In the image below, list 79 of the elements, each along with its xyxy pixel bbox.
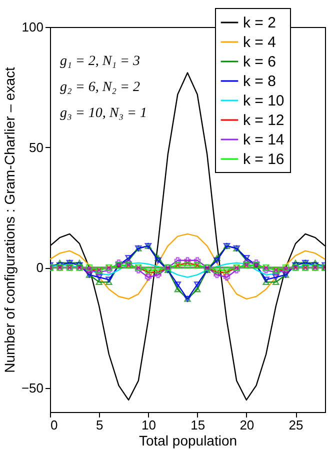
point (96, 279, 102, 286)
line-series (50, 233, 325, 300)
point (125, 255, 132, 261)
x-tick-label: 10 (141, 418, 156, 432)
y-tick-label: 50 (29, 140, 44, 155)
annotation: g₁ = 2, N₁ = 3 (60, 54, 140, 69)
x-tick-label: 0 (50, 418, 58, 432)
point (144, 274, 152, 281)
legend-label: k = 12 (243, 112, 284, 129)
point (214, 257, 220, 264)
x-tick-label: 25 (288, 418, 304, 432)
point (154, 269, 162, 276)
point (292, 262, 299, 268)
x-tick-label: 20 (240, 418, 254, 432)
point (214, 269, 220, 276)
legend-label: k = 2 (243, 14, 276, 32)
point (106, 276, 112, 283)
point (223, 269, 230, 276)
point (184, 262, 191, 269)
point (243, 259, 250, 266)
point (194, 281, 201, 288)
point (154, 255, 162, 261)
point (86, 264, 93, 271)
point (262, 276, 270, 283)
point (76, 262, 83, 268)
point (174, 257, 182, 264)
legend-label: k = 10 (243, 92, 284, 110)
point (214, 266, 220, 274)
point (154, 272, 162, 278)
point (106, 266, 112, 274)
legend-label: k = 6 (243, 54, 276, 70)
point (184, 257, 191, 264)
point (96, 269, 102, 276)
point (144, 269, 152, 276)
point (262, 279, 270, 286)
point (106, 279, 112, 286)
point (76, 260, 83, 266)
legend-label: k = 16 (243, 151, 284, 168)
point (184, 259, 191, 266)
point (56, 262, 64, 268)
point (312, 262, 319, 268)
y-tick-label: −50 (21, 380, 44, 396)
point (125, 259, 132, 266)
annotation: g₂ = 6, N₂ = 2 (60, 80, 140, 95)
legend-label: k = 8 (243, 73, 276, 90)
point (135, 266, 142, 274)
point (154, 266, 162, 274)
point (272, 279, 280, 286)
point (272, 274, 280, 280)
point (223, 266, 230, 274)
point (252, 259, 260, 266)
point (214, 272, 220, 278)
point (262, 266, 270, 274)
point (233, 266, 240, 274)
y-tick-label: 100 (22, 20, 44, 34)
y-tick-label: 0 (36, 260, 44, 276)
point (154, 257, 162, 264)
point (174, 281, 182, 288)
legend-label: k = 4 (243, 34, 276, 51)
point (272, 269, 280, 276)
annotation: g₃ = 10, N₃ = 1 (60, 106, 147, 121)
x-tick-label: 5 (96, 418, 104, 432)
point (194, 257, 201, 264)
point (282, 264, 290, 271)
point (214, 255, 220, 261)
point (292, 260, 299, 266)
x-tick-label: 15 (190, 418, 206, 432)
point (194, 286, 201, 292)
point (56, 260, 64, 266)
point (174, 286, 182, 292)
x-axis-title: Total population (138, 432, 238, 448)
y-axis-title: Number of configurations : Gram-Charlier – exact (1, 67, 18, 373)
point (144, 266, 152, 274)
point (96, 274, 102, 280)
point (312, 260, 319, 266)
point (223, 274, 230, 281)
point (243, 255, 250, 261)
point (115, 259, 122, 266)
legend-label: k = 14 (243, 132, 284, 148)
